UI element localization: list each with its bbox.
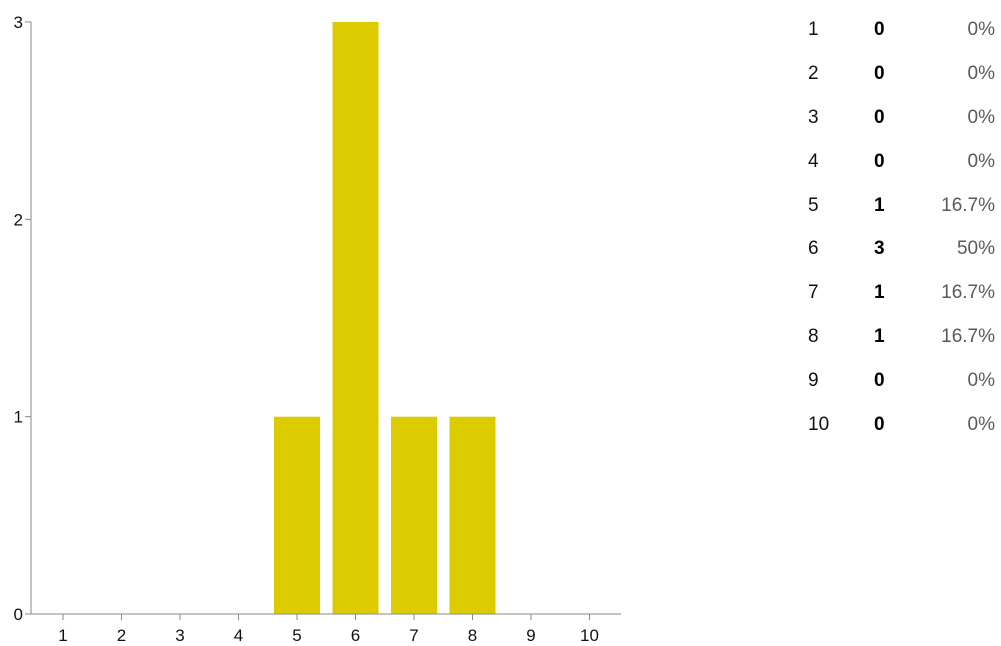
summary-label: 10 xyxy=(808,414,830,436)
bars-layer xyxy=(274,22,496,614)
summary-row: 2 0 0% xyxy=(800,52,1000,96)
summary-row: 5 1 16.7% xyxy=(800,184,1000,228)
summary-percent: 0% xyxy=(967,62,995,84)
bar xyxy=(274,416,320,614)
summary-count: 1 xyxy=(874,194,885,216)
summary-percent: 16.7% xyxy=(941,282,995,304)
x-tick-label: 3 xyxy=(175,626,184,645)
x-axis-ticks: 1 2 3 4 5 6 7 8 9 10 xyxy=(58,614,599,645)
summary-label: 9 xyxy=(808,370,819,392)
bar xyxy=(332,22,379,614)
summary-row: 7 1 16.7% xyxy=(800,271,1000,315)
x-tick-label: 8 xyxy=(468,626,477,645)
x-tick-label: 1 xyxy=(58,626,67,645)
summary-row: 4 0 0% xyxy=(800,140,1000,184)
summary-count: 0 xyxy=(874,150,885,172)
summary-table: 1 0 0% 2 0 0% 3 0 0% 4 0 0% 5 1 16.7% 6 … xyxy=(800,8,1000,447)
summary-count: 0 xyxy=(874,19,885,40)
summary-label: 3 xyxy=(808,106,819,128)
summary-percent: 0% xyxy=(967,370,995,392)
summary-row: 10 0 0% xyxy=(800,403,1000,447)
y-tick-label: 3 xyxy=(14,13,23,32)
summary-row: 3 0 0% xyxy=(800,96,1000,140)
summary-row: 6 3 50% xyxy=(800,227,1000,271)
summary-percent: 16.7% xyxy=(941,194,995,216)
summary-count: 0 xyxy=(874,62,885,84)
y-tick-label: 0 xyxy=(14,605,23,624)
bar-chart: 0 1 2 3 1 2 3 4 5 6 7 8 9 10 xyxy=(14,13,621,645)
summary-count: 3 xyxy=(874,238,885,260)
summary-percent: 0% xyxy=(967,150,995,172)
summary-row: 9 0 0% xyxy=(800,359,1000,403)
bar xyxy=(449,416,496,614)
y-tick-label: 1 xyxy=(14,408,23,427)
summary-label: 7 xyxy=(808,282,819,304)
summary-count: 0 xyxy=(874,414,885,436)
summary-percent: 50% xyxy=(956,238,995,260)
x-tick-label: 10 xyxy=(580,626,599,645)
summary-row: 8 1 16.7% xyxy=(800,315,1000,359)
x-tick-label: 2 xyxy=(117,626,126,645)
bar xyxy=(391,416,437,614)
x-tick-label: 5 xyxy=(292,626,301,645)
summary-percent: 0% xyxy=(967,106,995,128)
summary-label: 8 xyxy=(808,326,819,348)
summary-percent: 0% xyxy=(967,19,995,40)
x-tick-label: 4 xyxy=(234,626,243,645)
summary-label: 1 xyxy=(808,19,819,40)
summary-percent: 0% xyxy=(967,414,995,436)
summary-label: 5 xyxy=(808,194,819,216)
x-tick-label: 7 xyxy=(409,626,418,645)
y-tick-label: 2 xyxy=(14,210,23,229)
x-tick-label: 6 xyxy=(351,626,360,645)
x-tick-label: 9 xyxy=(526,626,535,645)
summary-count: 1 xyxy=(874,282,885,304)
summary-label: 6 xyxy=(808,238,819,260)
y-axis-ticks: 0 1 2 3 xyxy=(14,13,31,624)
summary-label: 2 xyxy=(808,62,819,84)
summary-label: 4 xyxy=(808,150,819,172)
summary-percent: 16.7% xyxy=(941,326,995,348)
summary-count: 0 xyxy=(874,106,885,128)
summary-count: 0 xyxy=(874,370,885,392)
summary-count: 1 xyxy=(874,326,885,348)
summary-row: 1 0 0% xyxy=(800,8,1000,52)
